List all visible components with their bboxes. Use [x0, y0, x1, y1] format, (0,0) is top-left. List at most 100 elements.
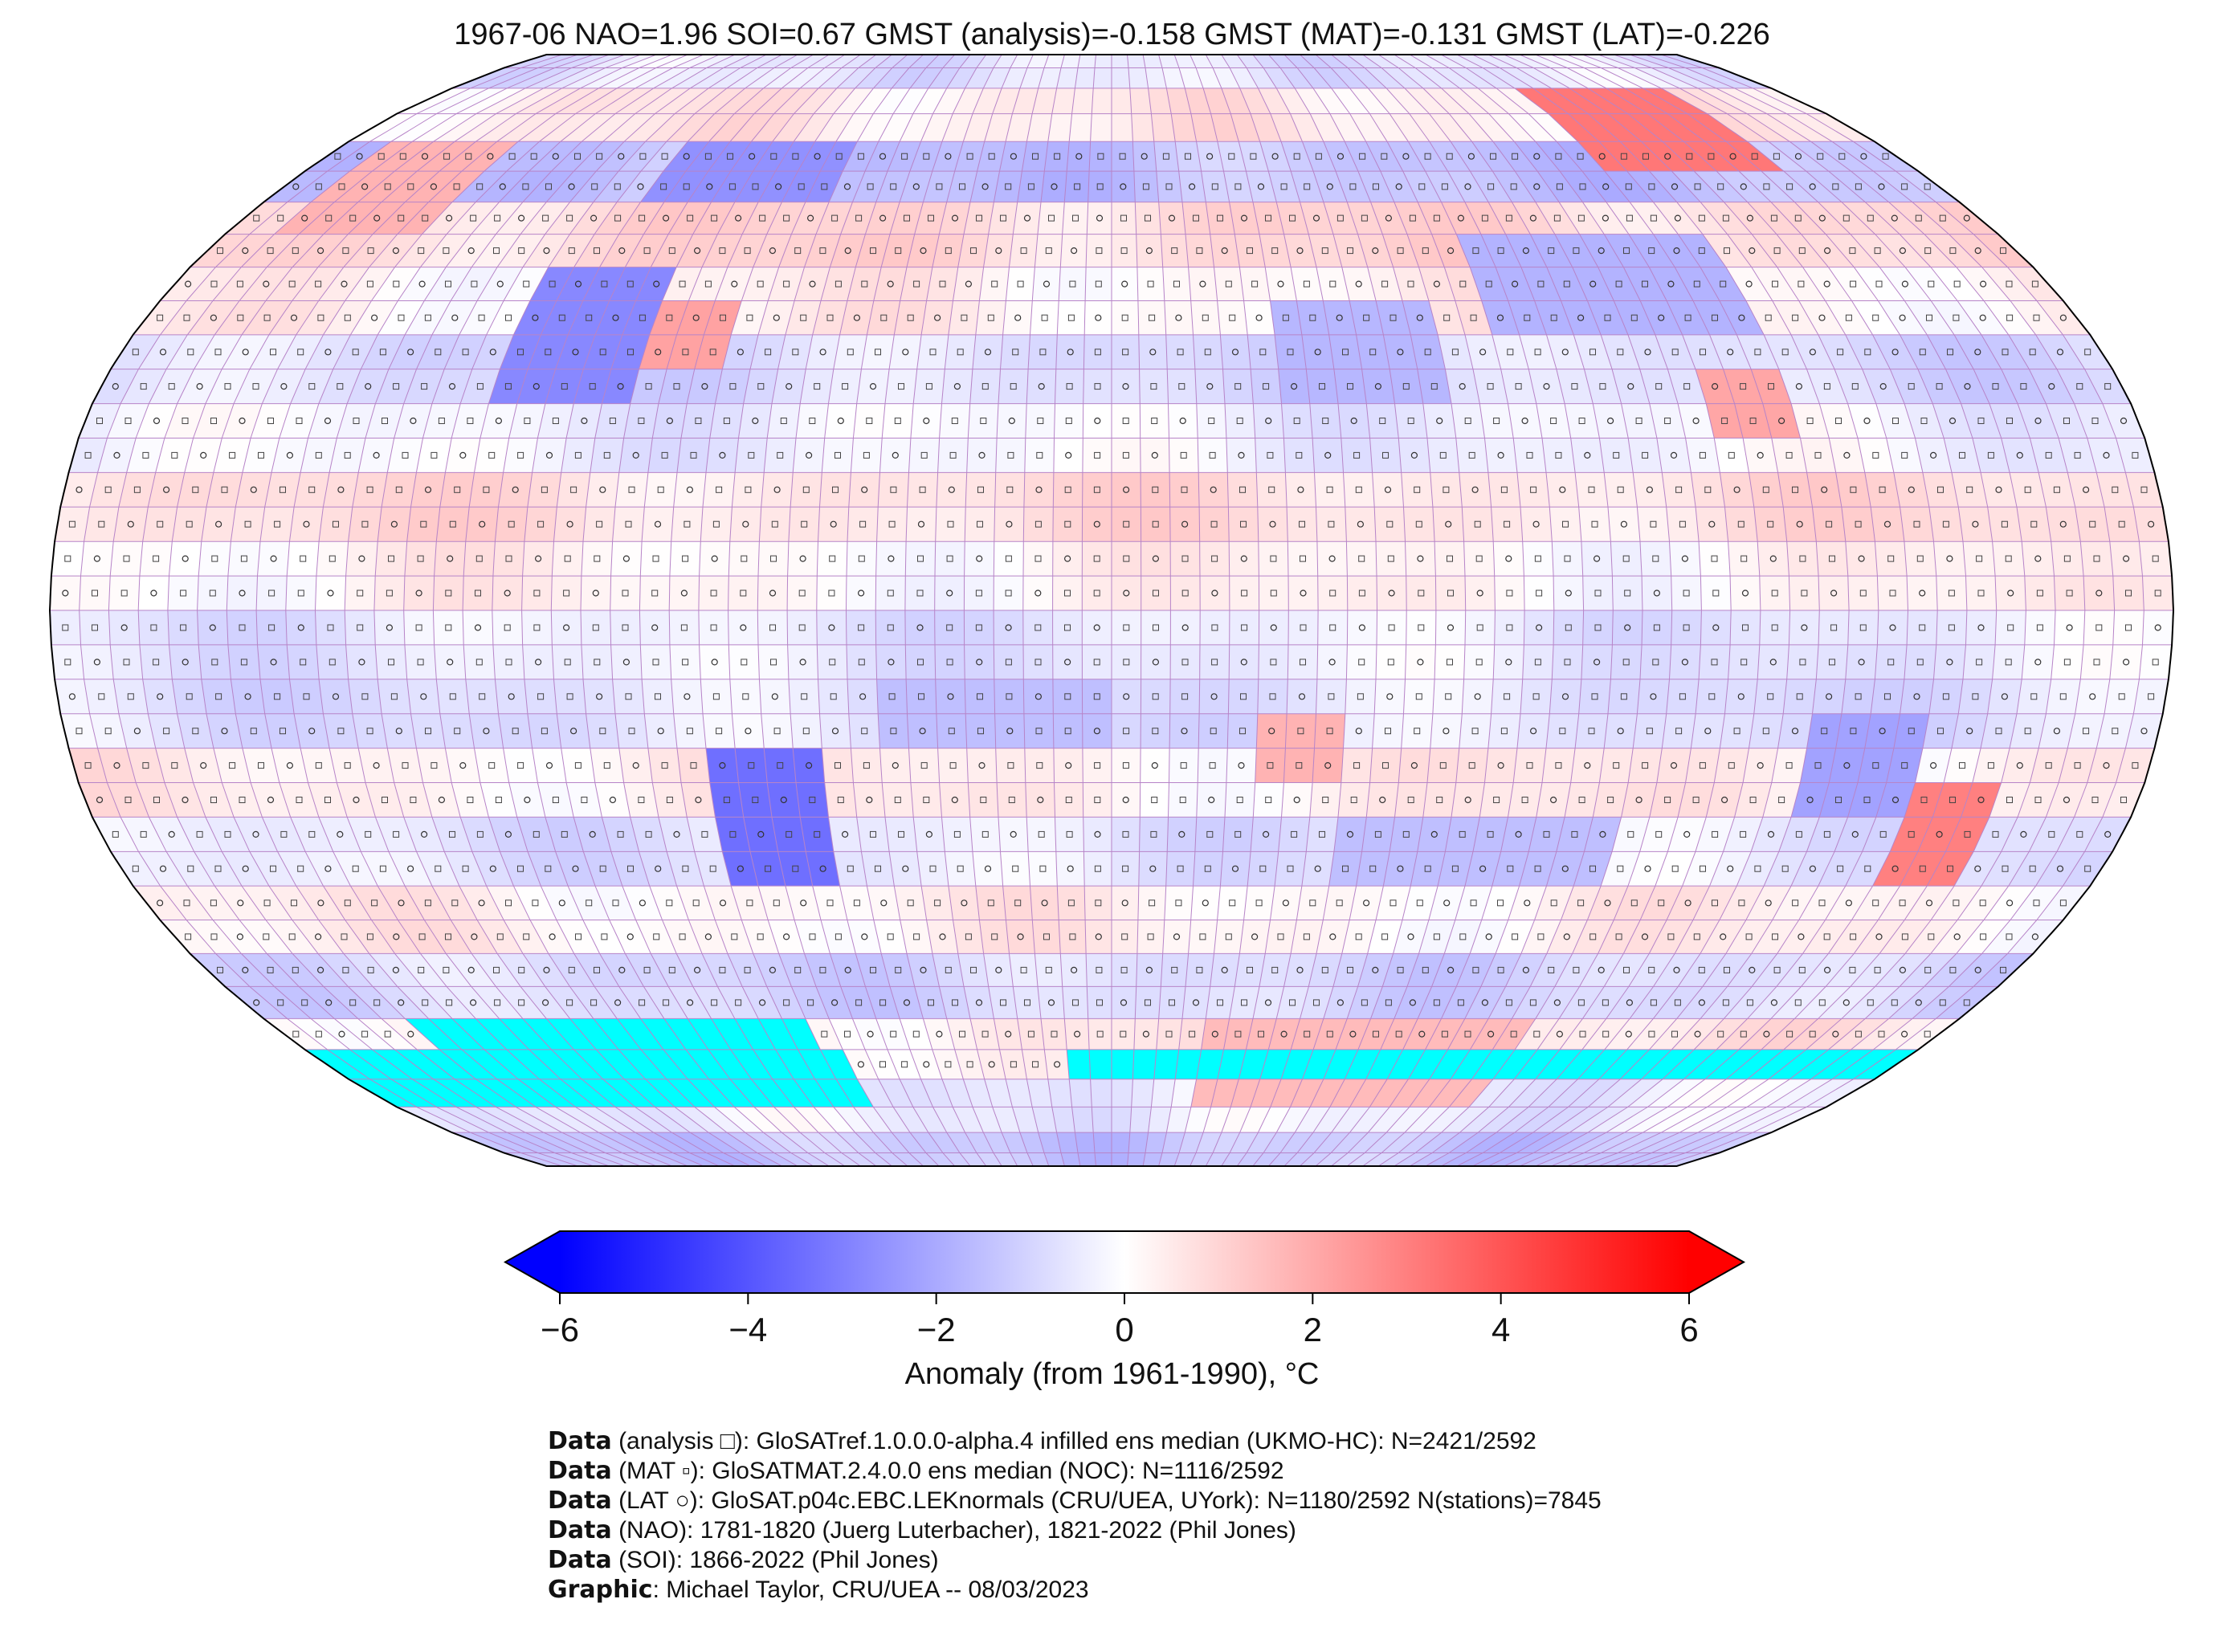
- anomaly-cell: [763, 67, 808, 88]
- anomaly-cell: [1028, 334, 1058, 369]
- anomaly-cell: [1059, 267, 1087, 301]
- grid-marker: [855, 999, 863, 1006]
- anomaly-cell: [1900, 679, 1934, 714]
- anomaly-cell: [416, 88, 489, 114]
- anomaly-cell: [1520, 679, 1553, 714]
- station-marker: [1350, 417, 1357, 425]
- station-marker: [253, 999, 260, 1006]
- grid-marker: [561, 830, 568, 838]
- station-marker: [1240, 214, 1248, 222]
- anomaly-cell: [1553, 610, 1584, 645]
- station-marker: [1899, 247, 1906, 255]
- anomaly-cell: [1678, 234, 1726, 267]
- anomaly-cell: [1621, 403, 1657, 438]
- anomaly-cell: [910, 782, 942, 818]
- anomaly-cell: [213, 438, 251, 473]
- anomaly-cell: [1493, 644, 1524, 679]
- anomaly-cell: [573, 369, 611, 404]
- grid-marker: [651, 589, 659, 597]
- station-marker: [1646, 486, 1653, 493]
- anomaly-cell: [1247, 334, 1279, 369]
- anomaly-cell: [1459, 713, 1492, 748]
- anomaly-cell: [655, 1107, 709, 1133]
- anomaly-cell: [788, 507, 820, 542]
- station-marker: [653, 280, 660, 288]
- anomaly-cell: [1112, 300, 1139, 335]
- anomaly-cell: [406, 679, 440, 714]
- grid-marker: [1067, 899, 1075, 907]
- anomaly-cell: [1210, 953, 1240, 987]
- station-marker: [701, 383, 708, 390]
- grid-marker: [1493, 797, 1500, 803]
- anomaly-cell: [2116, 438, 2155, 473]
- anomaly-cell: [1566, 55, 1618, 68]
- grid-marker: [153, 659, 160, 666]
- anomaly-cell: [824, 403, 857, 438]
- station-marker: [445, 214, 453, 222]
- anomaly-cell: [257, 644, 290, 679]
- grid-marker: [1772, 280, 1778, 288]
- station-marker: [407, 865, 414, 872]
- anomaly-cell: [1145, 67, 1167, 88]
- station-marker: [68, 693, 76, 700]
- anomaly-cell: [913, 369, 945, 404]
- anomaly-cell: [1601, 334, 1640, 369]
- anomaly-cell: [561, 438, 595, 473]
- grid-marker: [1270, 589, 1277, 597]
- anomaly-cell: [1449, 67, 1497, 88]
- grid-marker: [1407, 797, 1414, 803]
- station-marker: [622, 659, 630, 666]
- anomaly-cell: [881, 234, 915, 267]
- missing-cell: [1535, 1049, 1582, 1079]
- grid-marker: [300, 659, 307, 666]
- anomaly-cell: [1425, 55, 1467, 68]
- anomaly-cell: [264, 472, 301, 508]
- missing-cell: [751, 1079, 794, 1107]
- grid-marker: [1439, 451, 1447, 459]
- grid-marker: [64, 659, 71, 666]
- anomaly-cell: [583, 679, 615, 714]
- station-marker: [398, 899, 405, 907]
- anomaly-cell: [1112, 88, 1132, 114]
- station-marker: [420, 830, 428, 838]
- grid-marker: [1289, 999, 1296, 1006]
- anomaly-cell: [966, 748, 998, 783]
- grid-marker: [462, 349, 469, 356]
- grid-marker: [140, 383, 147, 390]
- anomaly-cell: [1614, 300, 1655, 335]
- station-marker: [1843, 451, 1851, 459]
- anomaly-cell: [1639, 817, 1679, 852]
- anomaly-cell: [833, 334, 867, 369]
- grid-marker: [1353, 762, 1361, 769]
- anomaly-cell: [885, 369, 917, 404]
- anomaly-cell: [1500, 817, 1536, 852]
- anomaly-cell: [2001, 817, 2046, 852]
- meridian-line: [1377, 55, 1614, 1166]
- anomaly-cell: [1963, 541, 1996, 577]
- anomaly-cell: [1626, 171, 1677, 202]
- anomaly-cell: [290, 817, 333, 852]
- anomaly-cell: [1633, 713, 1667, 748]
- station-marker: [1791, 728, 1799, 735]
- station-marker: [590, 214, 598, 222]
- grid-marker: [898, 830, 904, 838]
- anomaly-cell: [1716, 1018, 1772, 1050]
- anomaly-cell: [1904, 403, 1944, 438]
- credit-text: (MAT ▫): GloSATMAT.2.4.0.0 ens median (N…: [611, 1458, 1284, 1484]
- anomaly-cell: [507, 67, 572, 88]
- station-marker: [549, 933, 556, 940]
- grid-marker: [471, 280, 478, 288]
- anomaly-cell: [819, 713, 851, 748]
- anomaly-cell: [1136, 920, 1165, 954]
- anomaly-cell: [318, 234, 373, 267]
- grid-marker: [929, 349, 937, 356]
- anomaly-cell: [2007, 267, 2063, 301]
- grid-marker: [361, 1030, 369, 1038]
- anomaly-cell: [1491, 679, 1523, 714]
- anomaly-cell: [2017, 679, 2051, 714]
- anomaly-cell: [1473, 817, 1508, 852]
- station-marker: [96, 796, 104, 804]
- grid-marker: [552, 418, 559, 424]
- station-marker: [828, 624, 835, 631]
- anomaly-cell: [416, 438, 452, 473]
